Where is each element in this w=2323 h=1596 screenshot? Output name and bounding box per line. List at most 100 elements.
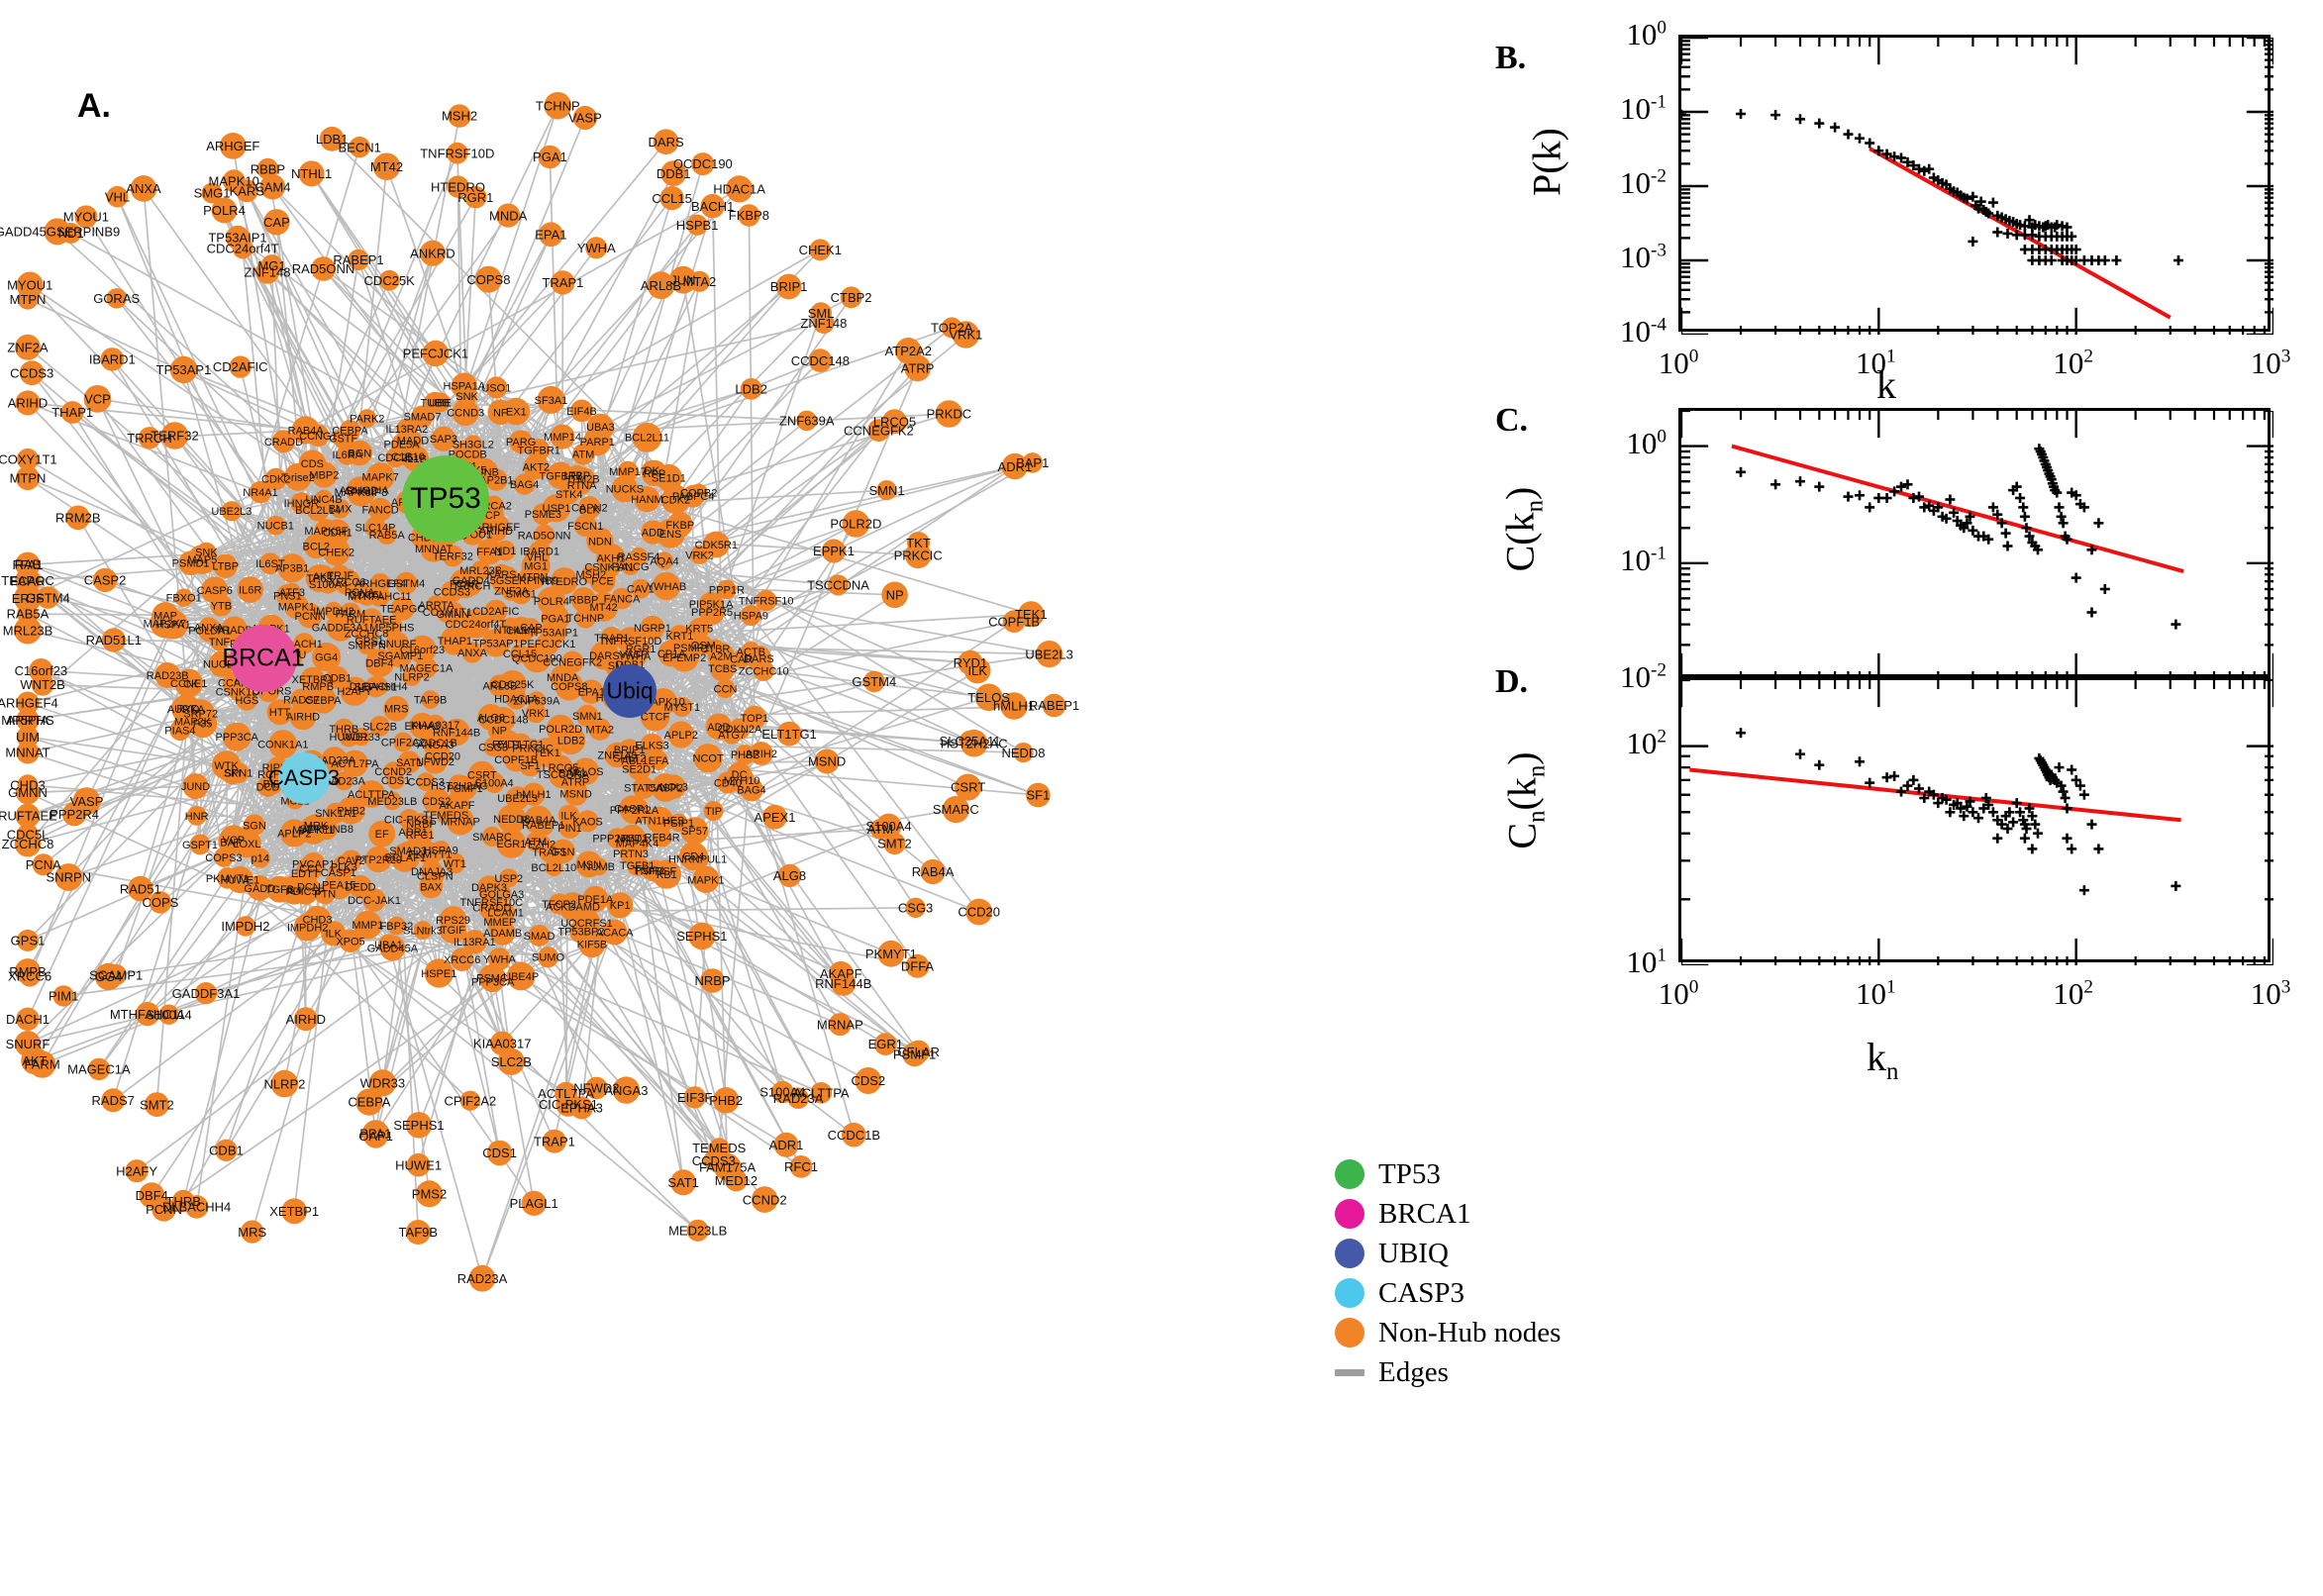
network-node[interactable] bbox=[421, 690, 440, 709]
network-node[interactable] bbox=[196, 542, 217, 562]
network-node[interactable] bbox=[271, 430, 295, 453]
network-node[interactable] bbox=[556, 726, 586, 754]
network-node[interactable] bbox=[545, 858, 563, 876]
network-node[interactable] bbox=[490, 565, 520, 595]
network-node[interactable] bbox=[249, 480, 272, 504]
network-node[interactable] bbox=[241, 1220, 264, 1244]
network-node[interactable] bbox=[305, 564, 334, 593]
network-node[interactable] bbox=[330, 499, 351, 519]
network-node[interactable] bbox=[482, 971, 504, 993]
network-node[interactable] bbox=[751, 1186, 778, 1213]
network-node[interactable] bbox=[100, 348, 125, 371]
network-node[interactable] bbox=[16, 824, 40, 847]
network-node[interactable] bbox=[709, 655, 736, 682]
network-node[interactable] bbox=[607, 892, 634, 919]
network-node[interactable] bbox=[920, 858, 946, 885]
network-node[interactable] bbox=[686, 848, 709, 870]
network-node[interactable] bbox=[403, 822, 423, 842]
network-node[interactable] bbox=[277, 553, 307, 583]
network-node[interactable] bbox=[537, 586, 566, 616]
network-node[interactable] bbox=[368, 820, 396, 848]
network-node[interactable] bbox=[585, 1076, 608, 1100]
network-node[interactable] bbox=[740, 777, 763, 802]
network-node[interactable] bbox=[201, 576, 229, 604]
network-node[interactable] bbox=[821, 539, 847, 563]
network-node[interactable] bbox=[691, 152, 715, 176]
network-node[interactable] bbox=[489, 920, 516, 946]
network-node[interactable] bbox=[506, 961, 536, 991]
network-node[interactable] bbox=[128, 875, 153, 902]
network-node[interactable] bbox=[717, 579, 737, 600]
network-node[interactable] bbox=[280, 819, 309, 848]
network-node[interactable] bbox=[495, 540, 516, 561]
network-node[interactable] bbox=[250, 848, 270, 868]
network-node[interactable] bbox=[169, 355, 198, 384]
network-node[interactable] bbox=[965, 898, 993, 926]
network-node[interactable] bbox=[686, 214, 708, 236]
network-node[interactable] bbox=[424, 958, 454, 988]
network-node[interactable] bbox=[364, 676, 386, 698]
network-node[interactable] bbox=[746, 646, 772, 671]
network-node[interactable] bbox=[601, 919, 628, 946]
network-node[interactable] bbox=[810, 1082, 833, 1104]
network-node[interactable] bbox=[446, 142, 468, 164]
network-node[interactable] bbox=[655, 463, 683, 492]
network-node[interactable] bbox=[487, 399, 514, 426]
network-node[interactable] bbox=[905, 953, 930, 978]
network-node[interactable] bbox=[440, 626, 469, 655]
network-node[interactable] bbox=[1018, 601, 1045, 628]
network-node[interactable] bbox=[217, 867, 239, 889]
network-node[interactable] bbox=[877, 940, 905, 967]
network-node[interactable] bbox=[882, 409, 907, 435]
network-node[interactable] bbox=[303, 534, 329, 559]
network-node[interactable] bbox=[402, 666, 422, 686]
network-node[interactable] bbox=[365, 648, 394, 677]
network-node[interactable] bbox=[840, 286, 862, 309]
network-node[interactable] bbox=[483, 772, 505, 793]
network-node[interactable] bbox=[72, 787, 101, 816]
network-node[interactable] bbox=[309, 686, 337, 714]
network-node[interactable] bbox=[158, 1004, 179, 1025]
network-node[interactable] bbox=[550, 424, 575, 449]
network-node[interactable] bbox=[640, 733, 664, 757]
network-node[interactable] bbox=[474, 265, 502, 293]
network-node[interactable] bbox=[101, 1088, 126, 1113]
network-node[interactable] bbox=[561, 650, 584, 673]
hub-node-brca1[interactable] bbox=[230, 625, 297, 692]
network-node[interactable] bbox=[558, 816, 581, 839]
network-node[interactable] bbox=[259, 173, 286, 200]
network-node[interactable] bbox=[942, 796, 969, 824]
network-node[interactable] bbox=[378, 269, 400, 291]
network-node[interactable] bbox=[537, 385, 565, 414]
network-node[interactable] bbox=[171, 1189, 195, 1213]
network-node[interactable] bbox=[94, 962, 123, 991]
network-node[interactable] bbox=[726, 175, 754, 203]
network-node[interactable] bbox=[369, 716, 390, 737]
network-node[interactable] bbox=[632, 422, 662, 452]
network-node[interactable] bbox=[145, 1092, 169, 1117]
network-node[interactable] bbox=[566, 464, 587, 486]
network-node[interactable] bbox=[649, 750, 668, 770]
network-node[interactable] bbox=[266, 699, 293, 726]
network-node[interactable] bbox=[186, 806, 207, 826]
network-node[interactable] bbox=[422, 340, 450, 367]
network-node[interactable] bbox=[361, 1120, 390, 1147]
network-node[interactable] bbox=[322, 538, 351, 566]
network-node[interactable] bbox=[349, 874, 372, 899]
network-node[interactable] bbox=[873, 1033, 897, 1055]
network-node[interactable] bbox=[459, 1090, 480, 1111]
network-node[interactable] bbox=[349, 136, 370, 158]
network-node[interactable] bbox=[572, 105, 598, 131]
network-node[interactable] bbox=[106, 185, 129, 208]
network-node[interactable] bbox=[15, 390, 41, 416]
network-node[interactable] bbox=[365, 846, 392, 873]
network-node[interactable] bbox=[213, 553, 238, 578]
network-node[interactable] bbox=[237, 576, 263, 603]
network-node[interactable] bbox=[578, 931, 606, 958]
network-node[interactable] bbox=[138, 427, 161, 449]
network-node[interactable] bbox=[499, 868, 519, 888]
network-node[interactable] bbox=[640, 615, 665, 641]
network-node[interactable] bbox=[1022, 452, 1043, 473]
network-node[interactable] bbox=[15, 551, 41, 577]
network-node[interactable] bbox=[526, 702, 547, 724]
